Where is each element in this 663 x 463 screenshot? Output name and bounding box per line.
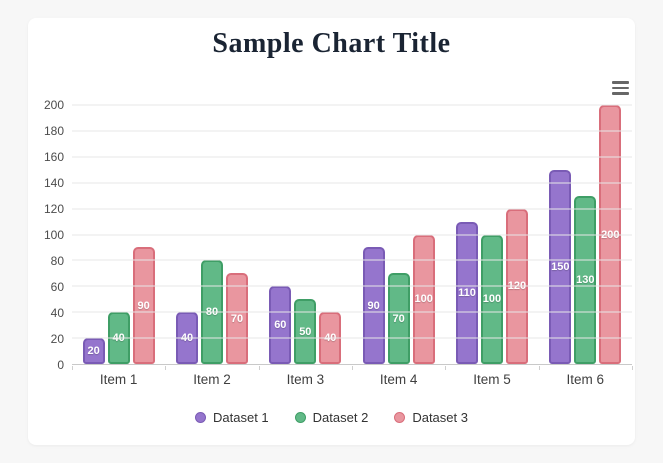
- bar-dataset-1-item-3[interactable]: 60: [269, 286, 292, 364]
- legend: Dataset 1 Dataset 2 Dataset 3: [28, 410, 635, 425]
- x-axis-label-item-4: Item 4: [379, 372, 418, 387]
- legend-marker-icon: [195, 412, 207, 423]
- x-axis-label-item-2: Item 2: [193, 372, 231, 387]
- bar-value-label: 130: [576, 273, 595, 286]
- bar-dataset-2-item-5[interactable]: 100: [480, 234, 503, 364]
- x-axis-tick: [165, 366, 167, 370]
- y-axis-label: 80: [50, 254, 64, 268]
- bar-dataset-1-item-6[interactable]: 150: [549, 169, 572, 364]
- bar-dataset-1-item-5[interactable]: 110: [455, 221, 478, 364]
- gridline: [72, 130, 632, 132]
- menu-line: [612, 86, 629, 90]
- legend-label: Dataset 1: [213, 410, 269, 425]
- x-axis-tick: [538, 366, 540, 370]
- y-axis-label: 0: [57, 358, 64, 372]
- bar-group-item-4: 90 70 100: [352, 105, 445, 364]
- bar-dataset-2-item-3[interactable]: 50: [294, 299, 317, 364]
- x-axis-labels: Item 1 Item 2 Item 3 Item 4 Item 5 Item 6: [72, 372, 632, 387]
- chart-card: Sample Chart Title 0 20 40 60 80 100 120 140 160…: [28, 18, 635, 445]
- legend-marker-icon: [394, 412, 406, 423]
- legend-item-dataset-2[interactable]: Dataset 2: [294, 410, 369, 425]
- bar-value-label: 90: [137, 299, 150, 312]
- bar-group-item-3: 60 50 40: [259, 105, 352, 364]
- bar-dataset-3-item-2[interactable]: 70: [225, 273, 248, 364]
- x-axis-tick: [258, 366, 260, 370]
- bar-groups: 20 40 90 40 80 70 60 50 40 90 70 100 110 100 120 150 130…: [72, 105, 632, 364]
- gridline: [72, 285, 632, 287]
- legend-label: Dataset 3: [412, 410, 468, 425]
- bar-value-label: 70: [230, 312, 244, 325]
- bar-dataset-3-item-4[interactable]: 100: [412, 234, 435, 364]
- bar-value-label: 70: [392, 312, 405, 325]
- legend-label: Dataset 2: [312, 410, 369, 425]
- bar-value-label: 90: [367, 299, 380, 312]
- x-axis: Item 1 Item 2 Item 3 Item 4 Item 5 Item 6: [72, 366, 633, 392]
- x-axis-label-item-5: Item 5: [473, 372, 511, 387]
- y-axis-label: 20: [50, 332, 64, 346]
- bar-dataset-2-item-4[interactable]: 70: [387, 273, 410, 364]
- bar-value-label: 100: [414, 293, 433, 306]
- bar-value-label: 20: [87, 345, 100, 358]
- menu-line: [612, 81, 629, 84]
- gridline: [72, 208, 632, 210]
- legend-item-dataset-1[interactable]: Dataset 1: [195, 410, 269, 425]
- gridline: [72, 337, 632, 339]
- bar-value-label: 150: [551, 260, 570, 273]
- bar-dataset-1-item-1[interactable]: 20: [82, 338, 105, 364]
- y-axis-label: 180: [43, 124, 64, 138]
- gridline: [72, 104, 632, 106]
- y-axis-label: 60: [50, 280, 64, 294]
- y-axis-label: 160: [43, 150, 64, 164]
- gridline: [72, 259, 632, 261]
- x-axis-label-item-1: Item 1: [99, 372, 138, 387]
- y-axis-label: 40: [50, 306, 64, 320]
- y-axis-label: 120: [43, 202, 64, 216]
- chart-title: Sample Chart Title: [212, 28, 451, 59]
- hamburger-menu-icon[interactable]: [609, 78, 633, 98]
- gridline: [72, 311, 632, 313]
- bar-group-item-1: 20 40 90: [72, 105, 165, 364]
- bar-value-label: 50: [299, 325, 312, 338]
- y-axis-label: 140: [43, 176, 64, 190]
- plot-area: 20 40 90 40 80 70 60 50 40 90 70 100 110 100 120 150 130…: [72, 104, 632, 365]
- gridline: [72, 182, 632, 184]
- x-axis-label-item-3: Item 3: [286, 372, 325, 387]
- legend-item-dataset-3[interactable]: Dataset 3: [394, 410, 468, 425]
- x-axis-tick: [352, 366, 353, 370]
- gridline: [72, 234, 632, 235]
- bar-dataset-1-item-4[interactable]: 90: [362, 247, 385, 364]
- bar-value-label: 60: [274, 319, 287, 332]
- y-axis-label: 200: [43, 98, 64, 112]
- legend-marker-icon: [294, 412, 306, 423]
- x-axis-tick: [445, 366, 447, 370]
- x-axis-tick: [632, 366, 633, 370]
- x-axis-tick: [72, 366, 73, 370]
- menu-line: [612, 92, 629, 95]
- bar-dataset-3-item-1[interactable]: 90: [132, 247, 155, 364]
- y-axis-label: 100: [43, 228, 64, 242]
- x-axis-label-item-6: Item 6: [566, 372, 605, 387]
- bar-dataset-2-item-6[interactable]: 130: [574, 195, 597, 364]
- bar-value-label: 110: [458, 286, 476, 299]
- bar-value-label: 100: [482, 293, 502, 306]
- gridline: [72, 156, 632, 158]
- y-axis: 0 20 40 60 80 100 120 140 160 180 200: [28, 98, 64, 372]
